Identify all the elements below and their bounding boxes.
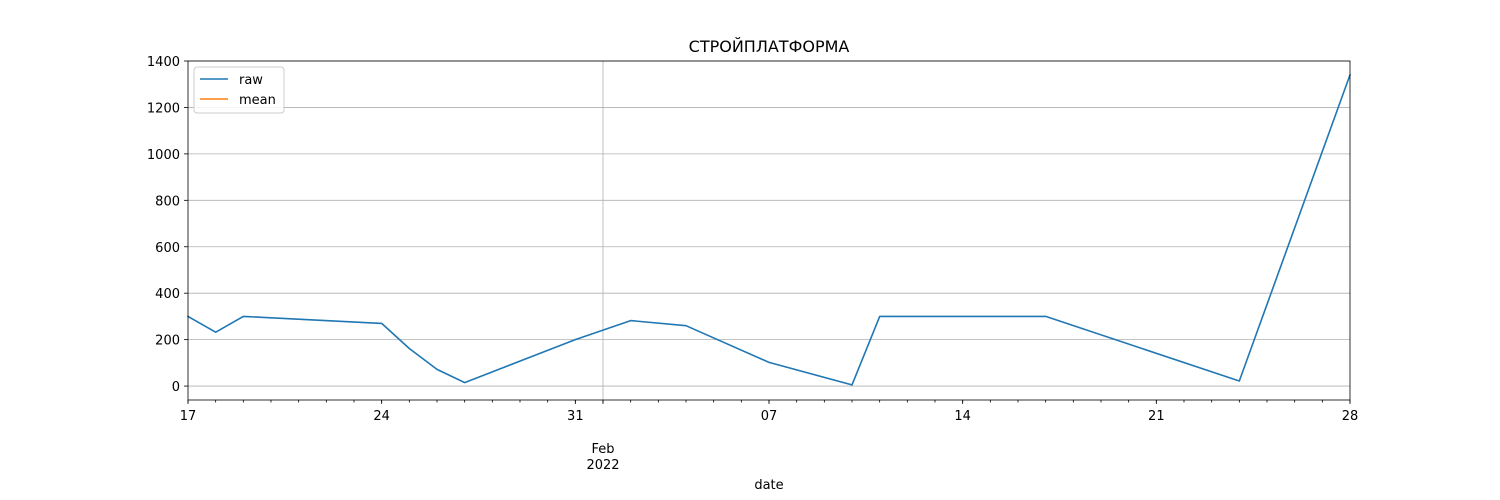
legend-label-mean: mean [239, 93, 276, 108]
y-tick-label: 400 [155, 287, 180, 302]
y-tick-label: 1000 [147, 148, 180, 163]
x-tick-label: Feb [591, 442, 614, 457]
y-axis: 0 200 400 600 800 1000 1200 1400 [147, 55, 188, 395]
x-tick-sublabel: 2022 [586, 458, 619, 473]
y-tick-label: 800 [155, 194, 180, 209]
x-tick-label: 21 [1148, 409, 1165, 424]
y-tick-label: 600 [155, 241, 180, 256]
x-tick-label: 28 [1342, 409, 1359, 424]
legend: raw mean [193, 66, 285, 114]
x-tick-label: 14 [954, 409, 971, 424]
x-tick-label: 31 [567, 409, 584, 424]
y-tick-label: 200 [155, 334, 180, 349]
x-tick-label: 17 [180, 409, 197, 424]
y-tick-label: 1400 [147, 55, 180, 70]
y-tick-label: 1200 [147, 101, 180, 116]
x-tick-label: 07 [761, 409, 778, 424]
legend-label-raw: raw [239, 73, 263, 88]
y-tick-label: 0 [172, 380, 180, 395]
series-line-raw [186, 73, 1352, 386]
plot-frame [187, 60, 1351, 401]
x-axis-label: date [754, 478, 783, 493]
x-tick-label: 24 [373, 409, 390, 424]
chart-title: СТРОЙПЛАТФОРМА [689, 37, 850, 56]
grid-lines [188, 60, 1350, 400]
series-layer [186, 73, 1352, 386]
